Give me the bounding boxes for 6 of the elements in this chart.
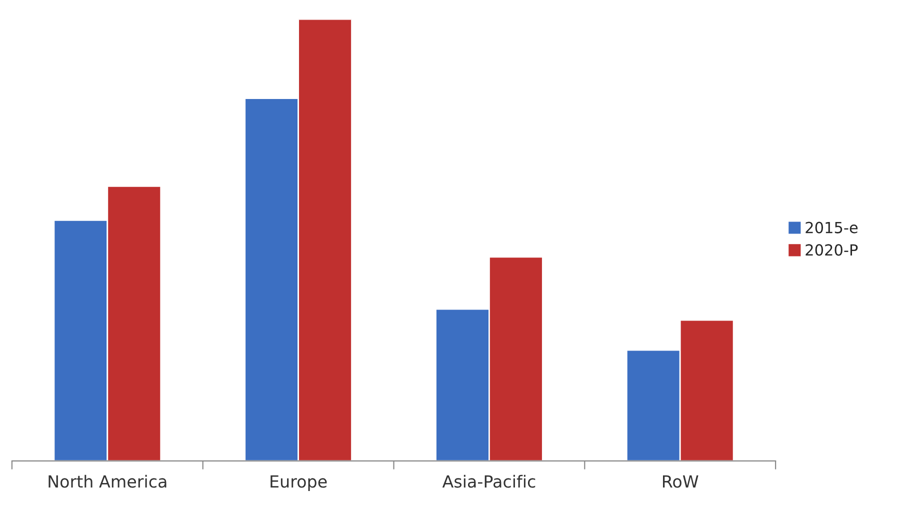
x-tick-label: RoW	[662, 475, 698, 488]
x-tick-label: North America	[48, 474, 166, 488]
legend-label: 2020-P	[806, 244, 858, 256]
x-tick-label: Europe	[270, 475, 327, 491]
x-tick-label: Asia-Pacific	[442, 474, 536, 488]
legend-label: 2015-e	[806, 222, 858, 234]
